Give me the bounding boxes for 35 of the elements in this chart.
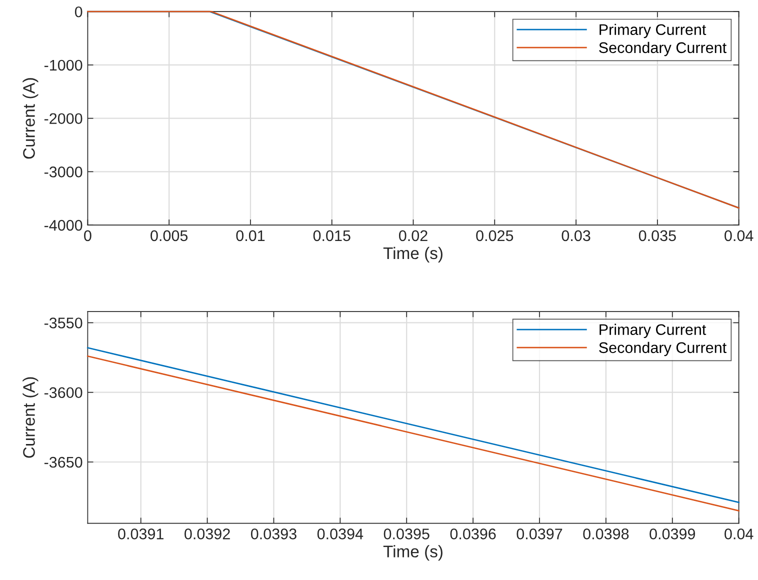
x-tick-label: 0.04 (724, 230, 754, 242)
x-tick-label: 0.03 (562, 230, 590, 242)
y-axis-title: Current (A) (22, 78, 38, 159)
legend-label: Primary Current (600, 24, 706, 38)
x-tick-label: 0.025 (476, 230, 514, 242)
legend-label: Primary Current (600, 324, 706, 338)
y-tick-label: -3650 (44, 456, 82, 468)
x-tick-label: 0.04 (724, 528, 754, 540)
x-tick-label: 0.0398 (583, 528, 629, 540)
x-tick-label: 0 (84, 230, 92, 242)
x-tick-label: 0.0393 (250, 528, 296, 540)
legend-label: Secondary Current (599, 42, 726, 56)
x-tick-label: 0.0392 (184, 528, 230, 540)
x-tick-label: 0.01 (236, 230, 265, 242)
y-tick-label: -1000 (44, 60, 82, 71)
x-axis-title: Time (s) (383, 545, 442, 561)
legend-label: Secondary Current (599, 342, 726, 356)
x-tick-label: 0.02 (398, 230, 428, 242)
x-tick-label: 0.035 (638, 230, 676, 242)
x-tick-label: 0.0395 (384, 528, 430, 540)
x-tick-label: 0.0397 (516, 528, 562, 540)
x-tick-label: 0.0399 (650, 528, 696, 540)
x-tick-label: 0.0391 (118, 528, 164, 540)
y-tick-label: -3600 (44, 387, 82, 398)
y-tick-label: -4000 (44, 220, 82, 231)
x-axis-title: Time (s) (383, 246, 442, 262)
y-tick-label: 0 (74, 6, 82, 18)
y-axis-title: Current (A) (22, 377, 38, 458)
x-tick-label: 0.0396 (450, 528, 496, 540)
y-tick-label: -2000 (44, 113, 82, 124)
y-tick-label: -3000 (44, 166, 82, 178)
x-tick-label: 0.005 (150, 230, 188, 242)
x-tick-label: 0.015 (313, 230, 350, 242)
y-tick-label: -3550 (44, 318, 82, 328)
x-tick-label: 0.0394 (317, 528, 364, 540)
